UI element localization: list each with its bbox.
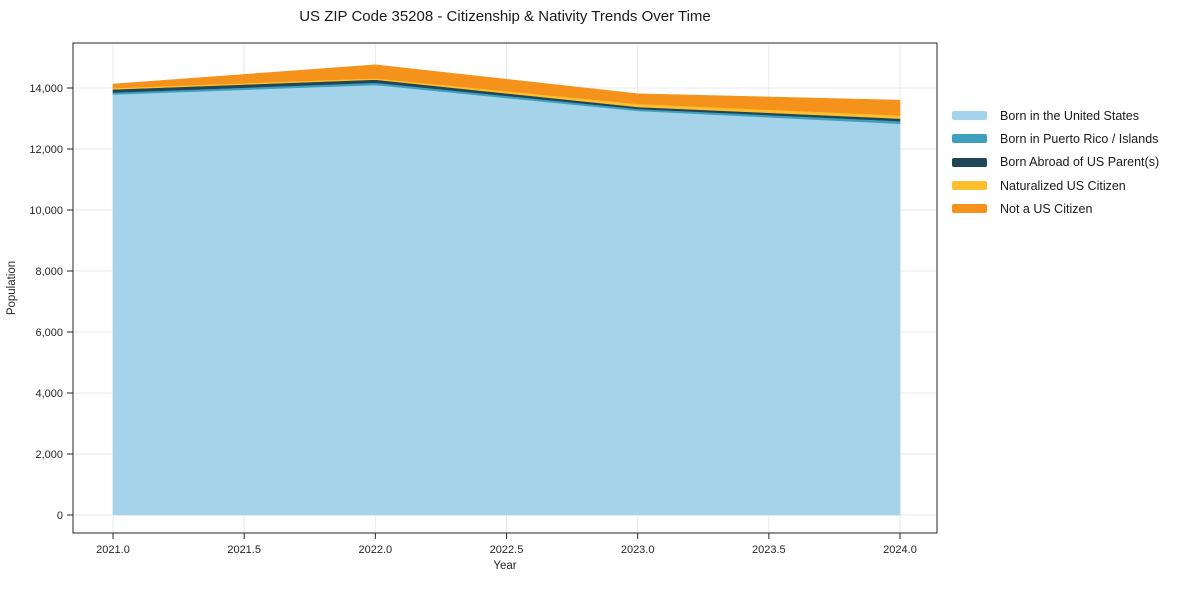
x-tick-label: 2023.0	[621, 544, 655, 556]
x-tick-label: 2021.5	[227, 544, 261, 556]
legend-swatch-icon	[952, 204, 987, 214]
y-tick-label: 10,000	[29, 205, 63, 217]
x-axis-label: Year	[493, 560, 516, 572]
legend-item: Naturalized US Citizen	[952, 174, 1159, 197]
legend-label: Born in the United States	[1000, 108, 1139, 123]
legend-label: Born in Puerto Rico / Islands	[1000, 131, 1159, 146]
y-tick-label: 0	[57, 510, 63, 522]
x-tick-label: 2023.5	[752, 544, 786, 556]
legend-item: Born in the United States	[952, 104, 1159, 127]
legend-label: Not a US Citizen	[1000, 201, 1093, 216]
legend-swatch-icon	[952, 181, 987, 191]
legend-item: Not a US Citizen	[952, 197, 1159, 220]
legend-swatch-icon	[952, 134, 987, 144]
x-tick-label: 2021.0	[96, 544, 130, 556]
plot-frame	[72, 42, 938, 534]
y-tick-label: 8,000	[35, 266, 63, 278]
x-tick-label: 2022.5	[490, 544, 524, 556]
y-tick-label: 14,000	[29, 83, 63, 95]
y-tick-label: 2,000	[35, 449, 63, 461]
y-tick-label: 4,000	[35, 388, 63, 400]
y-tick-label: 12,000	[29, 144, 63, 156]
legend-label: Born Abroad of US Parent(s)	[1000, 155, 1160, 170]
area-series-4	[112, 64, 901, 116]
x-tick-label: 2022.0	[359, 544, 393, 556]
area-series-0	[112, 84, 901, 516]
x-tick-label: 2024.0	[883, 544, 917, 556]
legend-swatch-icon	[952, 157, 987, 167]
chart-title: US ZIP Code 35208 - Citizenship & Nativi…	[299, 8, 711, 25]
legend-item: Born Abroad of US Parent(s)	[952, 151, 1159, 174]
y-axis-label: Population	[6, 261, 18, 315]
y-tick-label: 6,000	[35, 327, 63, 339]
legend-label: Naturalized US Citizen	[1000, 178, 1126, 193]
legend: Born in the United States Born in Puerto …	[952, 104, 1159, 220]
legend-item: Born in Puerto Rico / Islands	[952, 127, 1159, 150]
legend-swatch-icon	[952, 111, 987, 121]
